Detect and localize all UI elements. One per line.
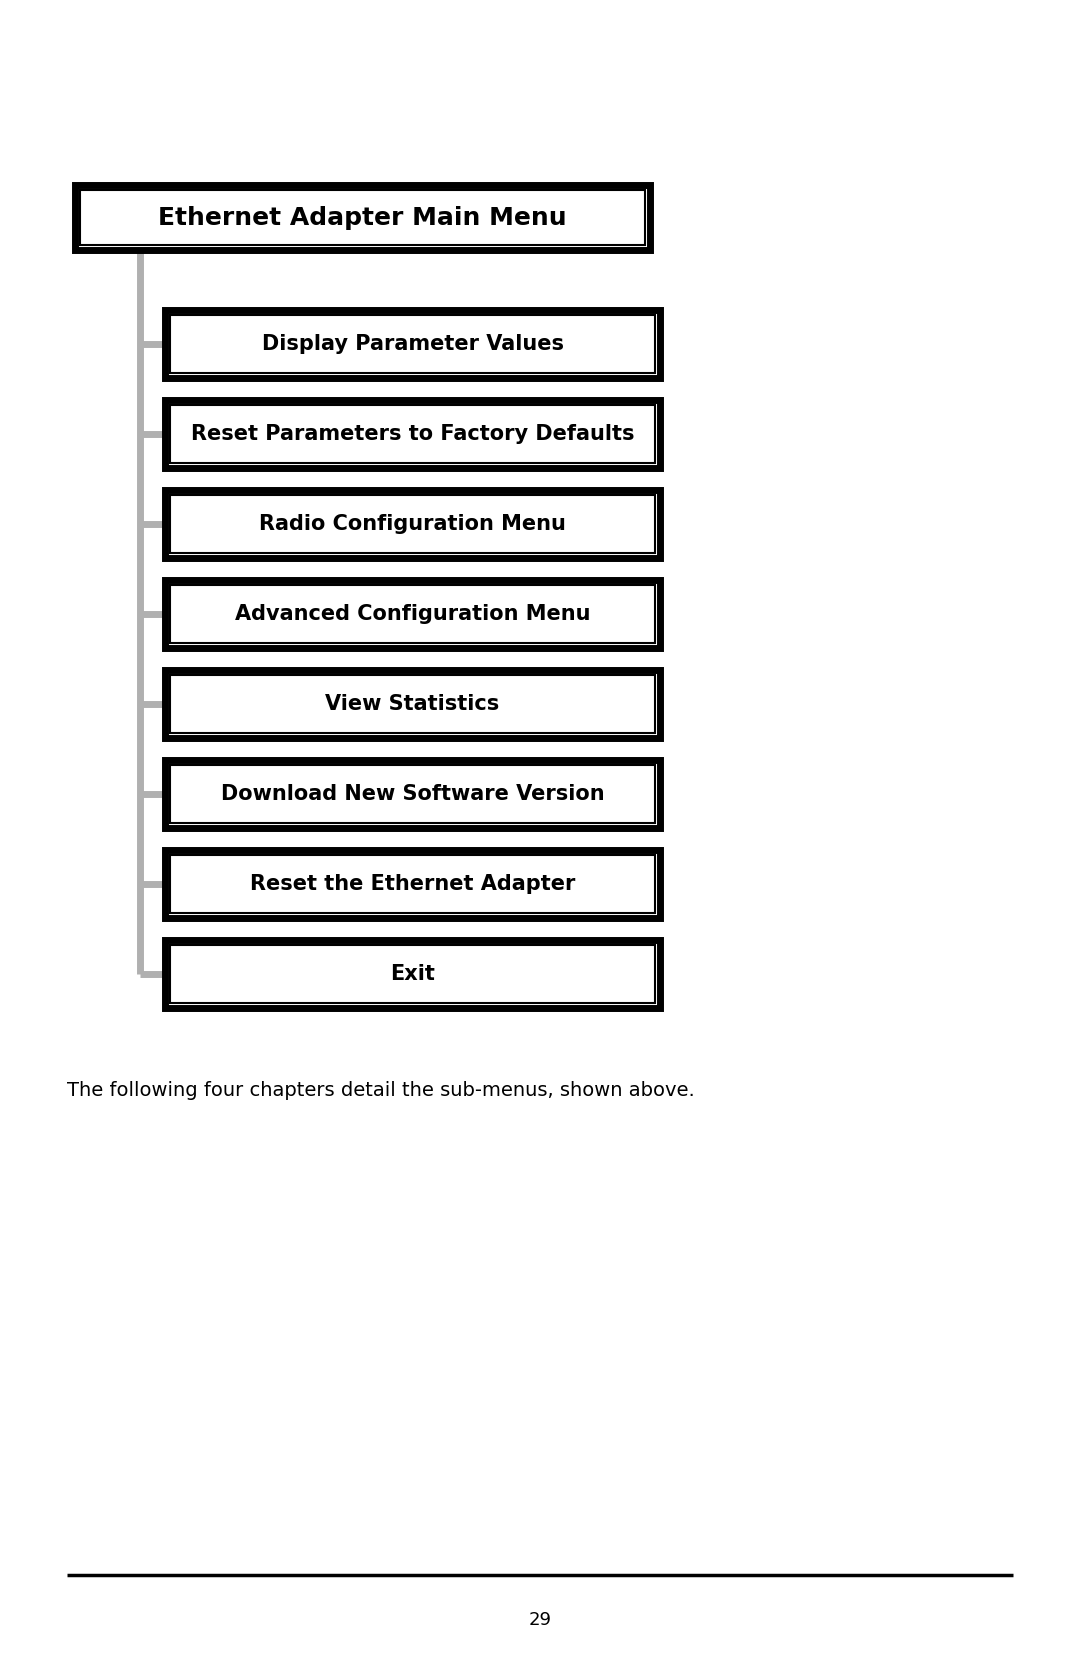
Text: View Statistics: View Statistics bbox=[325, 694, 500, 714]
FancyBboxPatch shape bbox=[165, 581, 660, 648]
FancyBboxPatch shape bbox=[165, 940, 660, 1008]
FancyBboxPatch shape bbox=[165, 759, 660, 828]
FancyBboxPatch shape bbox=[75, 185, 650, 250]
FancyBboxPatch shape bbox=[80, 190, 645, 245]
FancyBboxPatch shape bbox=[170, 496, 654, 552]
Text: The following four chapters detail the sub-menus, shown above.: The following four chapters detail the s… bbox=[67, 1080, 694, 1100]
FancyBboxPatch shape bbox=[165, 850, 660, 918]
Text: Ethernet Adapter Main Menu: Ethernet Adapter Main Menu bbox=[158, 205, 567, 230]
Text: Radio Configuration Menu: Radio Configuration Menu bbox=[259, 514, 566, 534]
Text: Reset the Ethernet Adapter: Reset the Ethernet Adapter bbox=[249, 875, 576, 895]
FancyBboxPatch shape bbox=[170, 406, 654, 462]
FancyBboxPatch shape bbox=[165, 669, 660, 738]
FancyBboxPatch shape bbox=[170, 674, 654, 733]
Text: Reset Parameters to Factory Defaults: Reset Parameters to Factory Defaults bbox=[191, 424, 634, 444]
Text: 29: 29 bbox=[528, 1611, 552, 1629]
FancyBboxPatch shape bbox=[165, 491, 660, 557]
FancyBboxPatch shape bbox=[165, 401, 660, 467]
Text: Download New Software Version: Download New Software Version bbox=[220, 784, 605, 804]
Text: Advanced Configuration Menu: Advanced Configuration Menu bbox=[234, 604, 591, 624]
Text: Display Parameter Values: Display Parameter Values bbox=[261, 334, 564, 354]
FancyBboxPatch shape bbox=[170, 855, 654, 913]
FancyBboxPatch shape bbox=[170, 945, 654, 1003]
Text: Exit: Exit bbox=[390, 965, 435, 985]
FancyBboxPatch shape bbox=[165, 310, 660, 377]
FancyBboxPatch shape bbox=[170, 586, 654, 643]
FancyBboxPatch shape bbox=[170, 764, 654, 823]
FancyBboxPatch shape bbox=[170, 315, 654, 372]
